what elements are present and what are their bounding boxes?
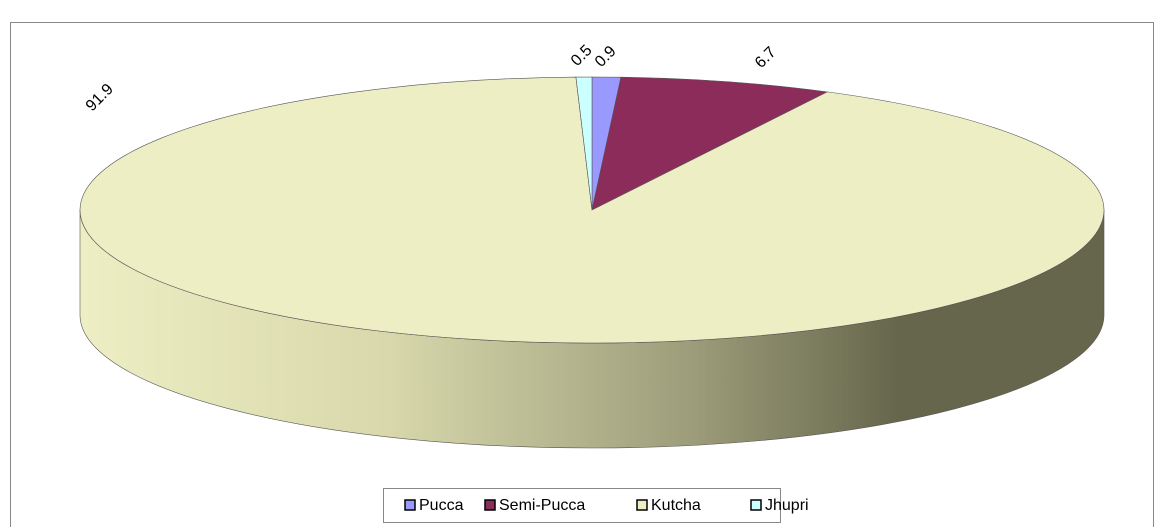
legend-swatch	[404, 499, 416, 511]
legend-label: Pucca	[419, 497, 464, 514]
legend-label: Kutcha	[651, 497, 701, 514]
legend-label: Semi-Pucca	[499, 497, 585, 514]
legend-swatch	[636, 499, 648, 511]
legend-swatch	[484, 499, 496, 511]
pie-slice	[575, 76, 593, 211]
legend-label: Jhupri	[765, 497, 809, 514]
pie-slice	[79, 76, 1105, 344]
legend-box	[383, 488, 781, 523]
legend-swatch	[750, 499, 762, 511]
pie-slice	[591, 76, 829, 211]
